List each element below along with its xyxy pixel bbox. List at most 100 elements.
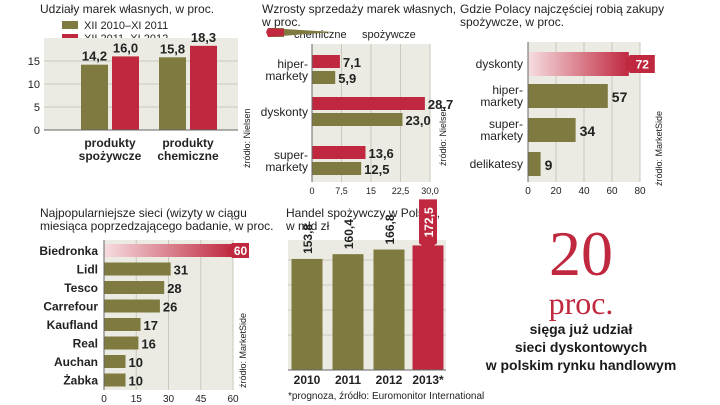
c4-category-label: Lidl xyxy=(77,263,98,277)
c3-data-label-box xyxy=(624,55,655,73)
c5-category-label: 2012 xyxy=(376,373,403,387)
c4-source: źródło: MarketSide xyxy=(238,313,248,388)
c4-data-label: 17 xyxy=(144,318,158,333)
c5-data-label: 153,8 xyxy=(301,224,315,254)
c5-bar xyxy=(332,254,364,370)
c4-bar xyxy=(104,355,126,368)
c3-data-label: 57 xyxy=(612,89,628,105)
c5-footnote: *prognoza, źródło: Euromonitor Internati… xyxy=(288,391,484,402)
c4-data-label: 28 xyxy=(167,281,181,296)
c3-category-label: markety xyxy=(480,95,523,109)
c3-xtick-label: 40 xyxy=(578,186,590,197)
c4-data-label-box xyxy=(227,243,249,258)
c1-bar-olive xyxy=(159,57,186,130)
c2-bar-olive xyxy=(312,113,403,126)
c4-xtick-label: 0 xyxy=(101,394,107,405)
c5-data-label: 172,5 xyxy=(422,207,436,237)
c3-category-label: markety xyxy=(480,129,523,143)
c4-category-label: Kaufland xyxy=(47,318,98,332)
c2-data-label: 28,7 xyxy=(428,97,453,112)
c3-source: źródło: MarketSide xyxy=(654,111,664,186)
big-stat-line-1: sięga już udział xyxy=(529,321,633,337)
c4-category-label: Auchan xyxy=(54,355,98,369)
c4-category-label: Real xyxy=(73,337,98,351)
c2-data-label: 7,1 xyxy=(343,55,361,70)
c2-bar-olive xyxy=(312,71,336,84)
c5-category-label: 2010 xyxy=(294,373,321,387)
c4-data-label: 60 xyxy=(234,244,248,258)
c2-bar-red xyxy=(312,97,425,110)
big-stat-block: 20 proc. sięga już udział sieci dyskonto… xyxy=(462,222,700,374)
c1-category-label: spożywcze xyxy=(79,149,142,163)
c3-data-label: 72 xyxy=(636,58,650,72)
c4-xtick-label: 45 xyxy=(195,394,207,405)
c4-title-1: Najpopularniejsze sieci (wizyty w ciągu xyxy=(40,206,247,220)
c2-title-1: Wzrosty sprzedaży marek własnych, xyxy=(262,2,456,16)
c4-bar xyxy=(104,373,126,387)
c2-bar-olive xyxy=(312,162,362,175)
c1-ytick-label: 5 xyxy=(34,102,40,114)
c3-xtick-label: 80 xyxy=(634,186,646,197)
c3-title-2: spożywcze, w proc. xyxy=(460,15,564,29)
c2-title-2: w proc. xyxy=(261,15,301,29)
c5-bar xyxy=(291,258,323,370)
c4-title-2: miesiąca poprzedzającego badanie, w proc… xyxy=(40,219,273,233)
c2-category-label: dyskonty xyxy=(261,105,308,119)
c2-data-label: 23,0 xyxy=(405,113,430,128)
c3-bar xyxy=(528,84,608,108)
c1-category-label: produkty xyxy=(162,136,214,150)
c4-category-label: Tesco xyxy=(64,281,98,295)
c4-data-label: 10 xyxy=(129,374,143,389)
c1-data-label: 14,2 xyxy=(82,49,107,64)
c1-ytick-label: 10 xyxy=(28,79,40,91)
c4-bar xyxy=(104,336,139,350)
c4-bar-highlight xyxy=(104,244,233,257)
c2-bar-red xyxy=(312,146,366,159)
c2-xtick-label: 15 xyxy=(366,186,376,196)
c5-bar xyxy=(373,249,405,370)
c4-data-label: 10 xyxy=(129,355,143,370)
c2-xtick-label: 22,5 xyxy=(392,186,410,196)
c3-category-label: delikatesy xyxy=(470,157,523,171)
c2-bar-red xyxy=(312,55,340,68)
c1-data-label: 16,0 xyxy=(113,40,138,55)
c1-title-1: Udziały marek własnych, w proc. xyxy=(40,2,214,16)
c2-category-label: super- xyxy=(274,148,308,162)
c1-bar-red xyxy=(190,45,217,130)
c1-category-label: chemiczne xyxy=(157,149,219,163)
c3-bar xyxy=(528,152,541,176)
c5-title-1: Handel spożywczy w Polsce, xyxy=(286,206,440,220)
c5-data-label: 160,4 xyxy=(342,219,356,249)
c5-data-label-box xyxy=(419,199,437,250)
c4-xtick-label: 60 xyxy=(227,394,239,405)
c4-category-label: Biedronka xyxy=(39,244,98,258)
c3-category-label: dyskonty xyxy=(476,57,523,71)
big-stat-number: 20 xyxy=(549,218,613,289)
c4-data-label: 31 xyxy=(174,263,188,278)
c3-data-label: 34 xyxy=(580,123,596,139)
c5-category-label: 2011 xyxy=(335,373,361,387)
c3-bar-highlight xyxy=(528,52,629,76)
c1-source: źródło: Nielsen xyxy=(242,108,252,168)
big-stat-unit: proc. xyxy=(548,285,614,321)
c1-category-label: produkty xyxy=(84,136,136,150)
c4-bar xyxy=(104,299,160,313)
c2-xtick-label: 7,5 xyxy=(335,186,348,196)
big-stat-line-3: w polskim rynku handlowym xyxy=(485,357,677,373)
c4-bar xyxy=(104,281,165,294)
c2-category-label: markety xyxy=(265,160,308,174)
c3-xtick-label: 20 xyxy=(550,186,562,197)
c4-data-label: 26 xyxy=(163,300,177,315)
c1-bar-red xyxy=(112,56,139,130)
c3-data-label: 9 xyxy=(545,157,553,173)
c5-data-label: 166,8 xyxy=(383,214,397,244)
c1-legend-label-1: XII 2010–XI 2011 xyxy=(84,20,168,32)
big-stat-line-2: sieci dyskontowych xyxy=(514,339,648,355)
c1-data-label: 15,8 xyxy=(160,41,185,56)
c1-bar-olive xyxy=(81,64,108,130)
c2-data-label: 5,9 xyxy=(338,71,356,86)
c2-source: źródło: Nielsen xyxy=(438,106,448,166)
c2-xtick-label: 30,0 xyxy=(421,186,439,196)
c3-title-1: Gdzie Polacy najczęściej robią zakupy xyxy=(460,2,664,16)
